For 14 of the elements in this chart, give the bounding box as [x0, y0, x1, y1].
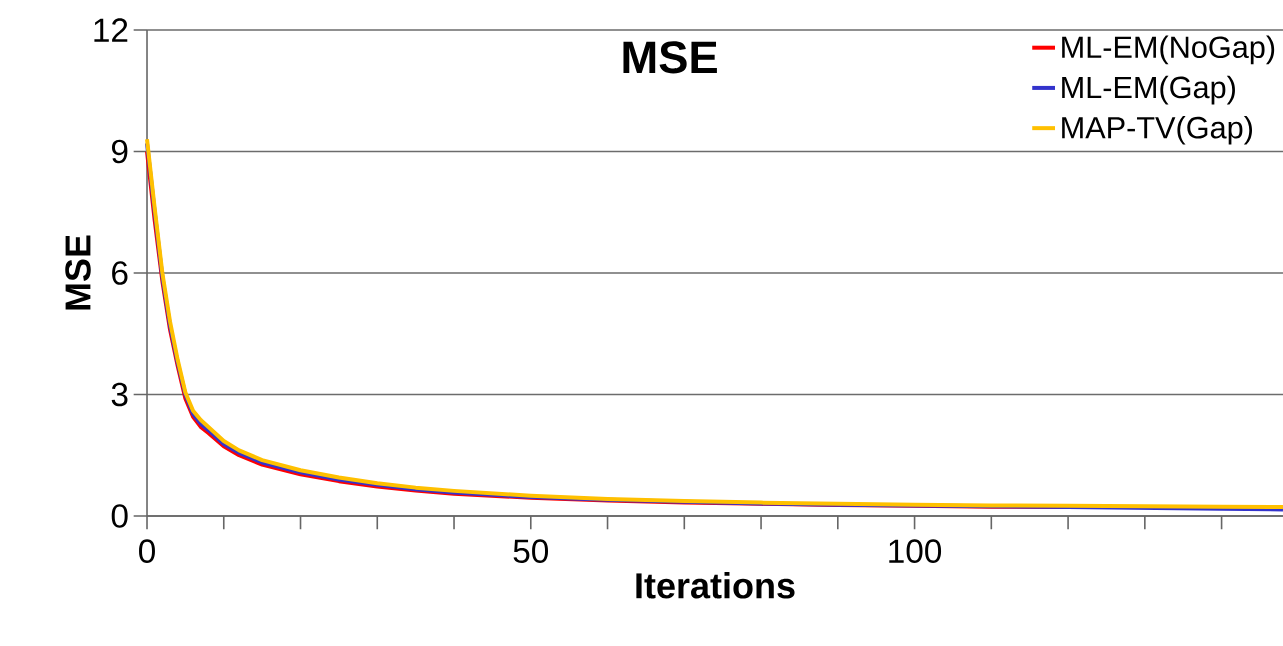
x-axis-title: Iterations — [636, 572, 795, 599]
y-axis-title: MSE — [65, 235, 91, 310]
x-tick-label: 0 — [139, 539, 155, 563]
legend-label: ML-EM(Gap) — [1062, 75, 1235, 105]
y-tick-label: 0 — [111, 504, 128, 528]
legend-label: ML-EM(NoGap) — [1062, 35, 1275, 65]
y-tick-label: 3 — [111, 382, 128, 407]
x-tick-label: 50 — [513, 539, 549, 563]
legend-label: MAP-TV(Gap) — [1062, 116, 1253, 145]
chart-title: MSE — [623, 41, 717, 74]
y-tick-label: 12 — [94, 18, 128, 42]
y-tick-label: 6 — [112, 261, 128, 285]
y-tick-label: 9 — [111, 139, 128, 164]
x-tick-label: 100 — [889, 539, 942, 563]
